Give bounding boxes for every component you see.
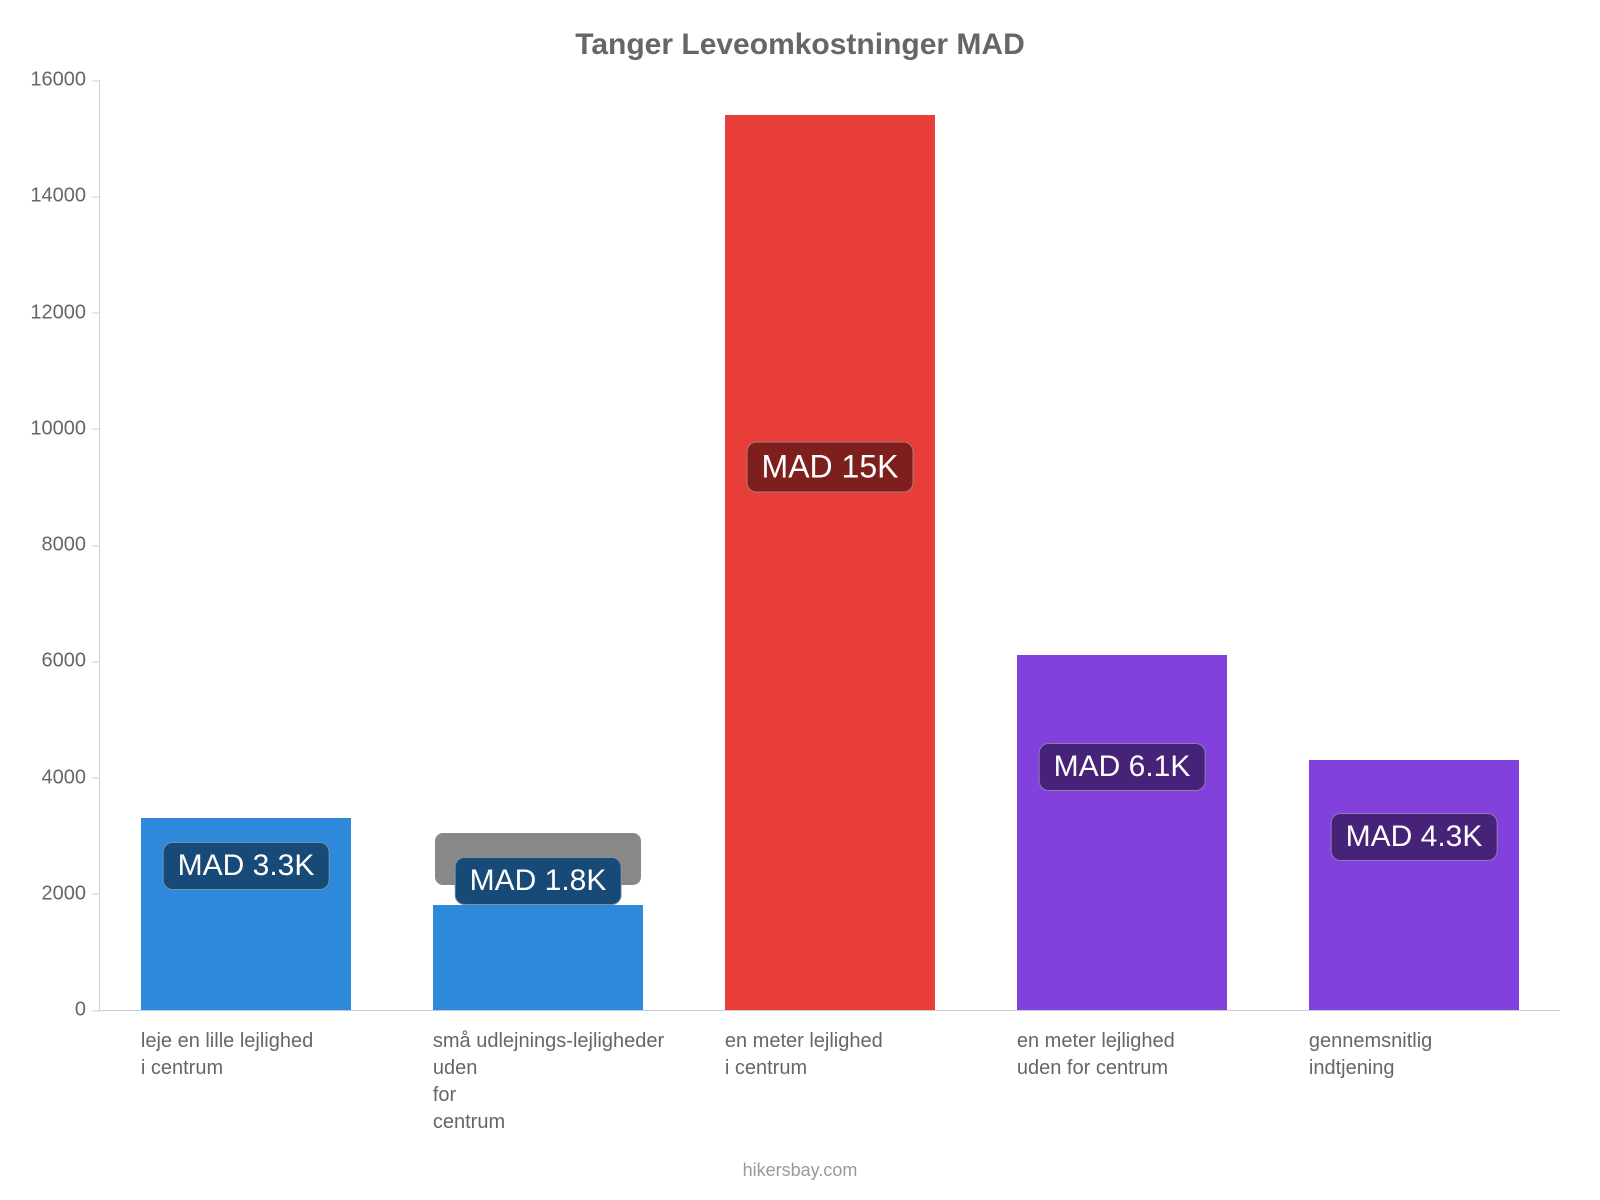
chart-title: Tanger Leveomkostninger MAD: [0, 28, 1600, 62]
cost-of-living-chart: Tanger Leveomkostninger MAD 020004000600…: [0, 0, 1600, 1200]
y-tick: 10000: [30, 417, 100, 440]
y-tick: 2000: [42, 882, 101, 905]
chart-caption: hikersbay.com: [0, 1160, 1600, 1181]
bar-annotation: MAD 3.3K: [163, 842, 330, 890]
y-tick: 4000: [42, 766, 101, 789]
y-tick: 16000: [30, 69, 100, 92]
bar-annotation: MAD 15K: [747, 441, 914, 492]
y-tick: 8000: [42, 534, 101, 557]
x-label: gennemsnitlig indtjening: [1309, 1010, 1559, 1082]
y-tick: 12000: [30, 301, 100, 324]
y-tick: 6000: [42, 650, 101, 673]
bar: [1309, 760, 1519, 1010]
bar-annotation: MAD 1.8K: [455, 857, 622, 905]
plot-area: 0200040006000800010000120001400016000lej…: [100, 80, 1560, 1010]
y-tick: 0: [75, 999, 100, 1022]
bar: [433, 905, 643, 1010]
x-label: små udlejnings-lejligheder uden for cent…: [433, 1010, 683, 1136]
bar-annotation: MAD 6.1K: [1039, 743, 1206, 791]
bar: [1017, 655, 1227, 1010]
x-label: leje en lille lejlighed i centrum: [141, 1010, 391, 1082]
y-tick: 14000: [30, 185, 100, 208]
bar-annotation: MAD 4.3K: [1331, 813, 1498, 861]
x-label: en meter lejlighed i centrum: [725, 1010, 975, 1082]
bar: [725, 115, 935, 1010]
x-label: en meter lejlighed uden for centrum: [1017, 1010, 1267, 1082]
